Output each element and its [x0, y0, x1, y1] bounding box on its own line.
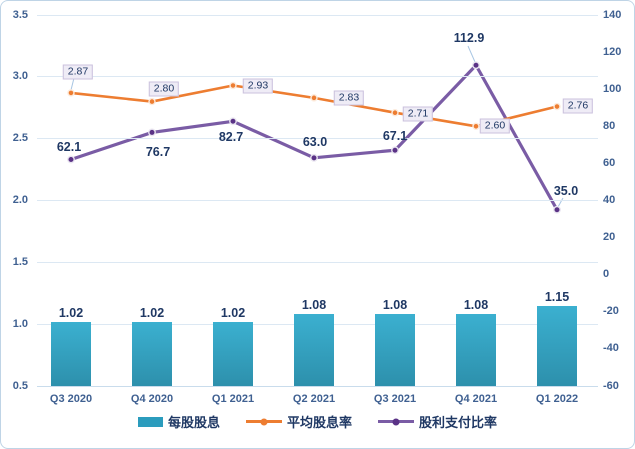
dividend-bar [294, 314, 334, 386]
right-axis-tick: 40 [603, 194, 616, 206]
payout-ratio-value-label: 63.0 [302, 135, 328, 149]
bar-value-label: 1.02 [58, 305, 84, 320]
payout-ratio-value-label: 82.7 [218, 130, 244, 144]
avg-yield-value-label: 2.87 [62, 64, 94, 80]
label-leader-line [467, 45, 476, 63]
x-axis-category-label: Q1 2022 [535, 393, 579, 405]
left-axis-tick: 3.0 [12, 70, 28, 83]
payout-ratio-value-label: 35.0 [553, 184, 579, 198]
dividend-bar [375, 314, 415, 386]
payout-ratio-marker [67, 155, 75, 164]
bar-value-label: 1.08 [301, 298, 327, 313]
bar-value-label: 1.08 [382, 298, 408, 313]
payout-ratio-value-label: 76.7 [145, 145, 171, 159]
payout-ratio-marker [553, 205, 561, 214]
left-axis-tick: 3.5 [12, 8, 28, 21]
avg-yield-marker [310, 94, 318, 102]
avg-yield-marker [229, 81, 237, 90]
avg-yield-marker [391, 108, 399, 117]
payout-ratio-value-label: 67.1 [382, 129, 408, 143]
x-axis-category-label: Q3 2021 [373, 393, 417, 405]
right-axis-tick: 20 [603, 231, 616, 244]
gridline [37, 200, 598, 201]
bar-value-label: 1.15 [544, 289, 570, 304]
bar-value-label: 1.02 [139, 305, 165, 320]
purple-line-swatch [378, 418, 414, 425]
avg-yield-marker [148, 97, 156, 106]
legend-item-average-dividend-yield: 平均股息率 [245, 412, 352, 431]
avg-yield-value-label: 2.60 [479, 118, 511, 134]
payout-ratio-marker [229, 117, 237, 126]
avg-yield-value-label: 2.71 [402, 106, 434, 122]
payout-ratio-marker [310, 153, 318, 162]
legend-item-dividend-per-share: 每股股息 [137, 412, 220, 431]
x-axis-category-label: Q4 2020 [130, 393, 174, 405]
right-axis-tick: 60 [603, 156, 616, 169]
left-axis-tick: 1.5 [12, 255, 28, 268]
dividend-bar [537, 305, 577, 386]
right-axis-tick: -40 [603, 342, 619, 355]
avg-yield-value-label: 2.76 [562, 98, 594, 114]
payout-ratio-marker [148, 128, 156, 137]
right-axis-tick: 140 [603, 8, 622, 21]
dividend-bar [132, 321, 172, 386]
left-axis-tick: 2.5 [12, 132, 28, 145]
avg-yield-marker [472, 122, 480, 131]
gridline [37, 261, 598, 263]
dividend-bar [213, 321, 253, 386]
gridline [37, 76, 598, 78]
legend-label: 每股股息 [167, 415, 220, 430]
avg-yield-marker [67, 89, 75, 97]
payout-ratio-marker [391, 146, 399, 155]
left-axis-tick: 2.0 [12, 194, 28, 206]
avg-yield-value-label: 2.83 [333, 90, 365, 106]
dividend-bar [51, 321, 91, 386]
x-axis-category-label: Q4 2021 [454, 393, 498, 405]
legend-item-payout-ratio: 股利支付比率 [378, 412, 497, 431]
x-axis-category-label: Q3 2020 [49, 393, 93, 405]
gridline [37, 385, 598, 387]
dividend-bar [456, 314, 496, 386]
label-leader-line [70, 77, 75, 91]
bar-series-swatch [137, 416, 163, 427]
legend-label: 股利支付比率 [419, 415, 498, 430]
legend-label: 平均股息率 [286, 415, 352, 430]
gridline [37, 14, 598, 16]
chart-legend: 每股股息 平均股息率 股利支付比率 [1, 412, 634, 431]
payout-ratio-marker [472, 61, 480, 70]
left-axis-tick: 0.5 [12, 379, 28, 392]
avg-yield-value-label: 2.93 [242, 78, 274, 94]
bar-value-label: 1.02 [220, 305, 246, 320]
payout-ratio-value-label: 62.1 [56, 140, 82, 154]
right-axis-tick: 120 [603, 45, 622, 58]
orange-line-swatch [245, 418, 282, 425]
left-axis-tick: 1.0 [12, 317, 28, 330]
right-axis-tick: 80 [603, 119, 616, 132]
gridline [37, 138, 598, 140]
avg-yield-marker [553, 102, 561, 111]
right-axis-tick: -20 [603, 305, 619, 318]
right-axis-tick: 0 [603, 268, 610, 281]
avg-yield-value-label: 2.80 [148, 81, 180, 97]
right-axis-tick: -60 [603, 379, 619, 392]
payout-ratio-value-label: 112.9 [453, 31, 485, 45]
bar-value-label: 1.08 [463, 298, 489, 313]
right-axis-tick: 100 [603, 82, 622, 95]
x-axis-category-label: Q2 2021 [292, 393, 336, 405]
x-axis-category-label: Q1 2021 [211, 393, 255, 405]
